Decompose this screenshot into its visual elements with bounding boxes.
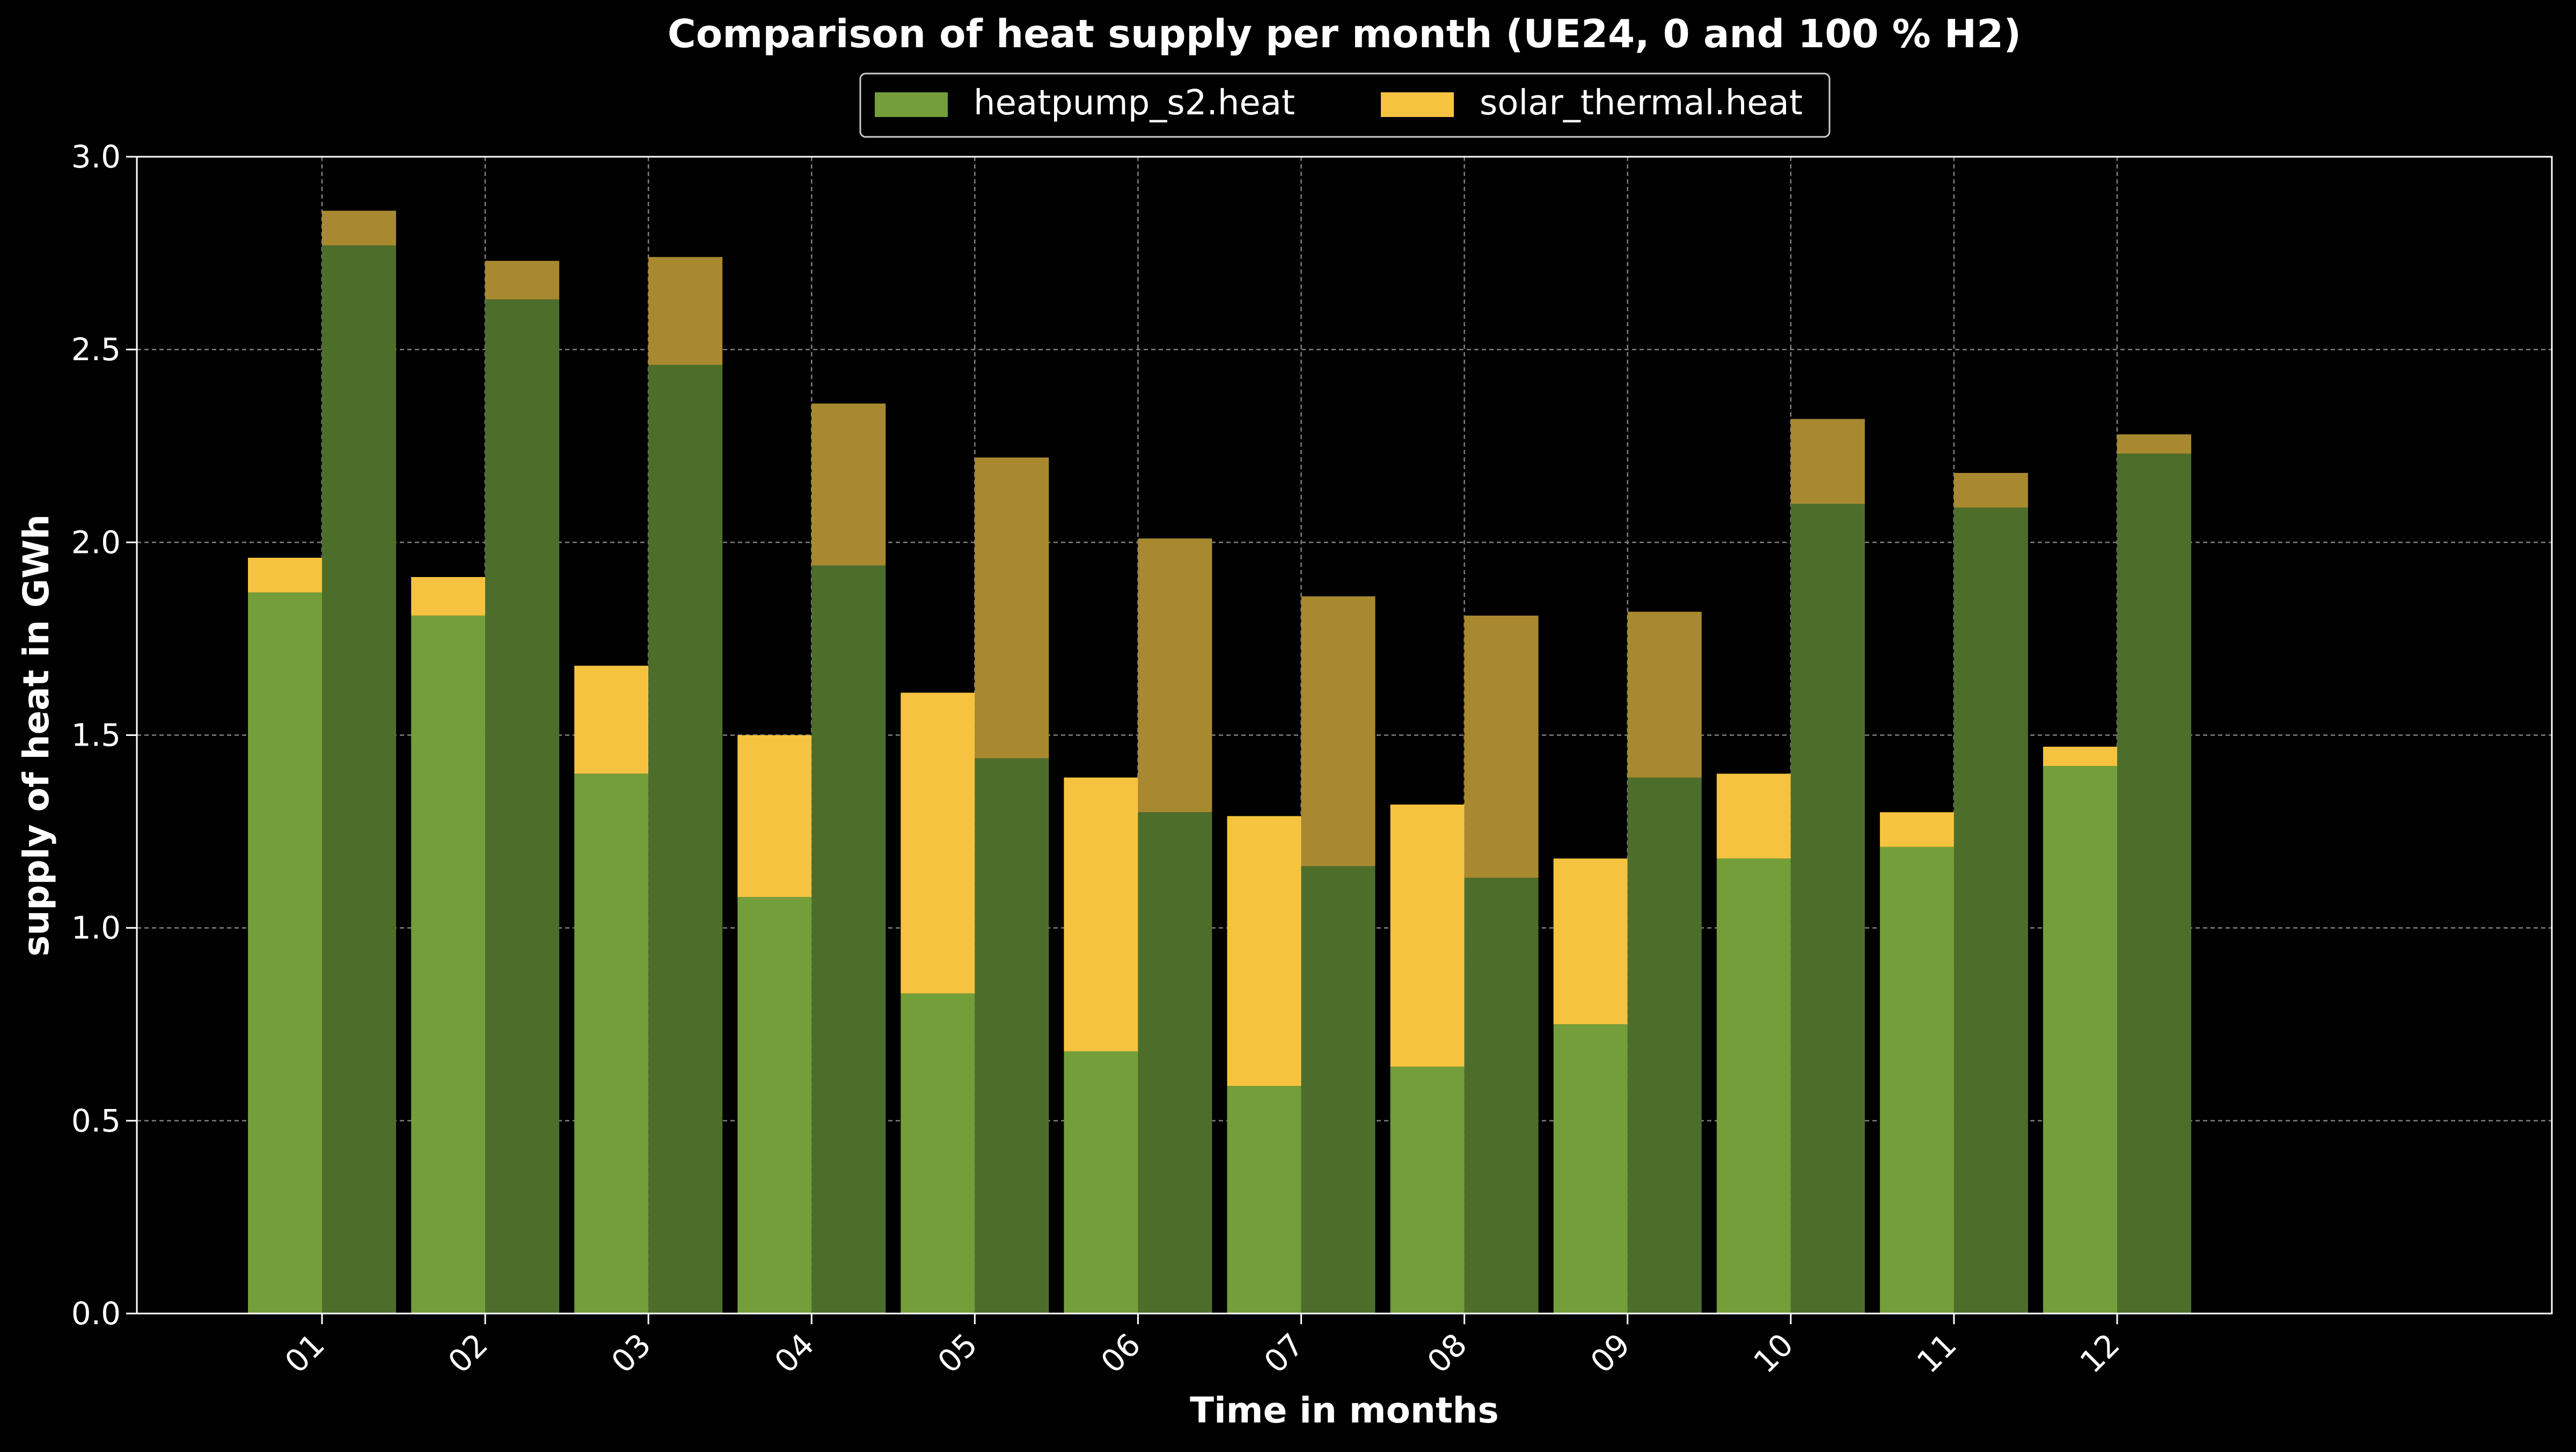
y-tick-label: 0.0 bbox=[71, 1295, 121, 1332]
bar-h2-0-solar-thermal-07 bbox=[1227, 816, 1301, 1086]
x-axis-label: Time in months bbox=[1190, 1390, 1499, 1431]
chart-title: Comparison of heat supply per month (UE2… bbox=[668, 11, 2021, 56]
bar-h2-100-solar-thermal-06 bbox=[1138, 538, 1212, 813]
y-axis-label: supply of heat in GWh bbox=[16, 514, 57, 957]
bar-h2-100-solar-thermal-02 bbox=[485, 260, 560, 300]
bar-h2-0-solar-thermal-12 bbox=[2043, 747, 2117, 766]
bar-h2-100-solar-thermal-01 bbox=[322, 210, 396, 246]
y-tick-label: 1.0 bbox=[71, 910, 121, 946]
bar-h2-0-solar-thermal-02 bbox=[411, 577, 486, 616]
bar-h2-0-heatpump-11 bbox=[1879, 847, 1954, 1314]
bar-h2-100-heatpump-07 bbox=[1301, 866, 1375, 1314]
bar-h2-100-solar-thermal-10 bbox=[1790, 419, 1865, 504]
x-tick-label: 09 bbox=[1583, 1326, 1637, 1380]
bar-h2-0-heatpump-01 bbox=[248, 592, 322, 1314]
bar-h2-0-heatpump-04 bbox=[737, 897, 812, 1314]
y-tick-label: 0.5 bbox=[71, 1103, 121, 1139]
legend-label-heatpump: heatpump_s2.heat bbox=[974, 83, 1295, 123]
x-tick-label: 11 bbox=[1910, 1326, 1964, 1380]
bar-h2-0-heatpump-08 bbox=[1390, 1067, 1465, 1314]
x-tick-label: 08 bbox=[1420, 1326, 1474, 1380]
x-tick-label: 12 bbox=[2073, 1326, 2127, 1380]
y-tick-label: 1.5 bbox=[71, 717, 121, 754]
bar-h2-100-heatpump-03 bbox=[648, 364, 723, 1314]
legend-swatch-solar-thermal bbox=[1381, 92, 1454, 117]
bar-h2-100-solar-thermal-12 bbox=[2117, 434, 2191, 454]
x-tick-label: 04 bbox=[767, 1326, 821, 1380]
bar-h2-100-solar-thermal-08 bbox=[1464, 615, 1539, 878]
x-tick-label: 03 bbox=[604, 1326, 658, 1380]
bar-h2-0-heatpump-10 bbox=[1716, 858, 1791, 1314]
bar-h2-0-heatpump-05 bbox=[901, 993, 975, 1314]
bar-h2-100-heatpump-09 bbox=[1627, 777, 1702, 1314]
legend-label-solar-thermal: solar_thermal.heat bbox=[1480, 83, 1803, 123]
bar-h2-0-solar-thermal-09 bbox=[1553, 858, 1628, 1025]
legend: heatpump_s2.heat solar_thermal.heat bbox=[859, 72, 1831, 138]
x-tick-label: 06 bbox=[1094, 1326, 1147, 1380]
x-tick-label: 05 bbox=[931, 1326, 984, 1380]
bar-h2-100-heatpump-11 bbox=[1953, 507, 2028, 1314]
bar-h2-0-heatpump-07 bbox=[1227, 1086, 1301, 1314]
bar-h2-100-heatpump-12 bbox=[2117, 454, 2191, 1314]
bar-h2-100-solar-thermal-09 bbox=[1627, 611, 1702, 778]
bar-h2-100-heatpump-01 bbox=[322, 245, 396, 1314]
bar-h2-100-solar-thermal-07 bbox=[1301, 596, 1375, 866]
y-tick-label: 2.5 bbox=[71, 331, 121, 368]
bar-h2-100-heatpump-08 bbox=[1464, 878, 1539, 1314]
x-tick-label: 07 bbox=[1257, 1326, 1311, 1380]
bar-h2-0-solar-thermal-06 bbox=[1064, 777, 1138, 1052]
bar-h2-0-heatpump-12 bbox=[2043, 765, 2117, 1314]
bar-h2-0-heatpump-06 bbox=[1064, 1051, 1138, 1314]
bar-h2-100-heatpump-04 bbox=[811, 565, 886, 1314]
bar-h2-100-heatpump-10 bbox=[1790, 504, 1865, 1314]
x-tick-label: 02 bbox=[441, 1326, 495, 1380]
bar-h2-0-solar-thermal-01 bbox=[248, 558, 322, 593]
bar-h2-0-heatpump-02 bbox=[411, 615, 486, 1314]
bar-h2-0-solar-thermal-11 bbox=[1879, 812, 1954, 847]
bar-h2-0-solar-thermal-08 bbox=[1390, 804, 1465, 1067]
bar-h2-100-solar-thermal-04 bbox=[811, 403, 886, 566]
bar-h2-100-heatpump-05 bbox=[975, 758, 1049, 1314]
legend-box bbox=[859, 72, 1831, 138]
bar-h2-0-solar-thermal-05 bbox=[901, 692, 975, 994]
bars bbox=[248, 210, 2191, 1314]
bar-h2-0-heatpump-09 bbox=[1553, 1024, 1628, 1314]
x-tick-label: 01 bbox=[278, 1326, 332, 1380]
y-tick-label: 2.0 bbox=[71, 524, 121, 560]
bar-h2-100-solar-thermal-11 bbox=[1953, 473, 2028, 508]
bar-h2-100-heatpump-02 bbox=[485, 299, 560, 1314]
bar-h2-0-solar-thermal-03 bbox=[574, 666, 649, 774]
bar-h2-100-solar-thermal-05 bbox=[975, 457, 1049, 758]
bar-h2-100-solar-thermal-03 bbox=[648, 257, 723, 365]
bar-h2-0-solar-thermal-04 bbox=[737, 735, 812, 898]
y-tick-label: 3.0 bbox=[71, 138, 121, 175]
bar-h2-0-heatpump-03 bbox=[574, 774, 649, 1314]
plot-frame bbox=[136, 156, 2553, 1315]
bar-h2-0-solar-thermal-10 bbox=[1716, 774, 1791, 859]
legend-swatch-heatpump bbox=[875, 92, 948, 117]
x-tick-label: 10 bbox=[1746, 1326, 1800, 1380]
bar-h2-100-heatpump-06 bbox=[1138, 812, 1212, 1314]
